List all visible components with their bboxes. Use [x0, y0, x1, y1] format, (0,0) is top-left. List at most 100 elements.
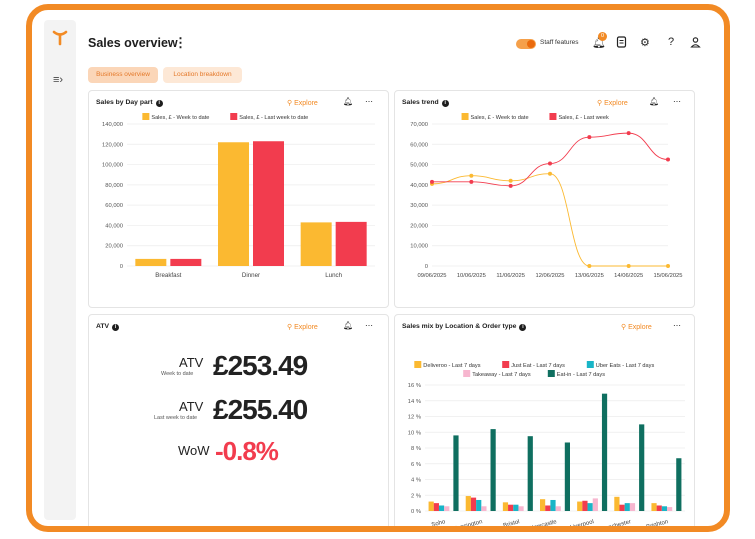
legend-label: Sales, £ - Last week [558, 115, 609, 121]
info-icon[interactable]: i [519, 324, 527, 331]
bar [661, 506, 668, 511]
atv-week-sub: Week to date [161, 371, 194, 377]
x-tick-label: Bristol [503, 519, 521, 529]
bar [433, 503, 439, 511]
legend-swatch [549, 113, 557, 120]
y-tick-label: 2 % [411, 493, 421, 499]
x-tick-label: Newcastle [529, 519, 558, 532]
bar [513, 504, 519, 511]
alert-bell-icon[interactable]: 🔔︎ [649, 97, 660, 106]
settings-gear-icon[interactable]: ⚙ [640, 37, 650, 49]
legend-label: Takeaway - Last 7 days [472, 372, 531, 378]
bar [502, 502, 509, 511]
bar [614, 496, 620, 511]
x-tick-label: 10/06/2025 [457, 273, 486, 279]
explore-link[interactable]: ⚲ Explore [621, 324, 652, 331]
bar [300, 222, 332, 266]
bar [624, 503, 630, 511]
legend-swatch [463, 370, 471, 377]
y-tick-label: 4 % [411, 478, 421, 484]
y-tick-label: 14 % [408, 399, 421, 405]
bar [676, 458, 682, 511]
more-options-icon[interactable]: ⋯ [673, 321, 681, 330]
tab-business-overview[interactable]: Business overview [88, 67, 158, 83]
atv-last-sub: Last week to date [154, 415, 198, 421]
card-title: ATV i [96, 323, 120, 331]
legend-swatch [230, 113, 238, 120]
x-tick-label: Brighton [646, 519, 669, 531]
info-icon[interactable]: i [112, 324, 120, 331]
legend-swatch [461, 113, 469, 120]
card-title: Sales trend i [402, 99, 449, 107]
staff-features-label: Staff features [540, 39, 579, 46]
alert-bell-icon[interactable]: 🔔︎ [343, 97, 354, 106]
data-point [548, 161, 552, 166]
y-tick-label: 140,000 [102, 122, 123, 128]
more-options-icon[interactable]: ⋯ [365, 321, 373, 330]
explore-link[interactable]: ⚲ Explore [597, 100, 628, 107]
alert-bell-icon[interactable]: 🔔︎ [343, 321, 354, 330]
legend-label: Sales, £ - Week to date [471, 115, 529, 121]
series-line [431, 173, 668, 267]
expand-sidebar-icon[interactable]: ≡› [53, 74, 64, 86]
atv-week-value: £253.49 [213, 350, 308, 381]
y-tick-label: 50,000 [410, 163, 428, 169]
data-point [548, 171, 552, 176]
bar [582, 500, 588, 511]
wow-label: WoW [178, 443, 210, 458]
atv-last-value: £255.40 [213, 394, 308, 425]
x-tick-label: 13/06/2025 [575, 273, 604, 279]
data-point [587, 264, 592, 268]
x-tick-label: 11/06/2025 [496, 273, 525, 279]
card-title: Sales by Day part i [96, 99, 163, 107]
explore-link[interactable]: ⚲ Explore [287, 100, 318, 107]
data-point [626, 131, 631, 136]
page-menu-icon[interactable]: ⋮ [174, 35, 187, 50]
data-point [430, 179, 434, 184]
y-tick-label: 12 % [408, 415, 421, 421]
bar [555, 506, 561, 511]
y-tick-label: 80,000 [105, 183, 123, 189]
app-frame: ≡› Sales overview ⋮ Staff features 🔔︎ 0 … [26, 4, 730, 532]
sales-trend-card: Sales trend i ⚲ Explore 🔔︎ ⋯ Sales, £ - W… [394, 90, 695, 308]
document-icon[interactable] [616, 36, 627, 51]
data-point [508, 178, 513, 183]
brand-logo-icon[interactable] [51, 28, 69, 51]
staff-features-toggle[interactable] [516, 39, 536, 49]
x-tick-label: 14/06/2025 [614, 273, 643, 279]
info-icon[interactable]: i [155, 100, 163, 107]
y-tick-label: 10,000 [410, 244, 428, 250]
wow-value: -0.8% [215, 436, 279, 466]
bar [218, 142, 249, 266]
legend-label: Sales, £ - Week to date [151, 115, 209, 121]
legend-label: Sales, £ - Last week to date [239, 115, 308, 121]
data-point [626, 264, 631, 268]
legend-label: Just Eat - Last 7 days [511, 363, 565, 369]
y-tick-label: 0 [120, 264, 123, 270]
legend-label: Uber Eats - Last 7 days [596, 363, 655, 369]
user-profile-icon[interactable] [690, 36, 701, 51]
bar [639, 424, 645, 511]
y-tick-label: 120,000 [102, 142, 123, 148]
series-line [432, 132, 669, 187]
bar [170, 258, 202, 266]
more-options-icon[interactable]: ⋯ [673, 97, 681, 106]
y-tick-label: 16 % [408, 383, 421, 389]
bar [592, 498, 598, 511]
data-point [666, 157, 670, 162]
atv-week-label: ATV [179, 355, 204, 370]
bar [481, 506, 487, 511]
y-tick-label: 6 % [411, 462, 421, 468]
tab-location-breakdown[interactable]: Location breakdown [163, 67, 242, 83]
bar [601, 393, 608, 511]
bar [629, 503, 636, 511]
explore-link[interactable]: ⚲ Explore [287, 324, 318, 331]
info-icon[interactable]: i [441, 100, 449, 107]
help-icon[interactable]: ? [668, 36, 675, 48]
data-point [469, 179, 474, 184]
legend-swatch [547, 370, 555, 377]
more-options-icon[interactable]: ⋯ [365, 97, 373, 106]
sales-by-daypart-card: Sales by Day part i ⚲ Explore 🔔︎ ⋯ Sales,… [88, 90, 389, 308]
bar [476, 499, 482, 511]
legend-swatch [586, 361, 594, 368]
